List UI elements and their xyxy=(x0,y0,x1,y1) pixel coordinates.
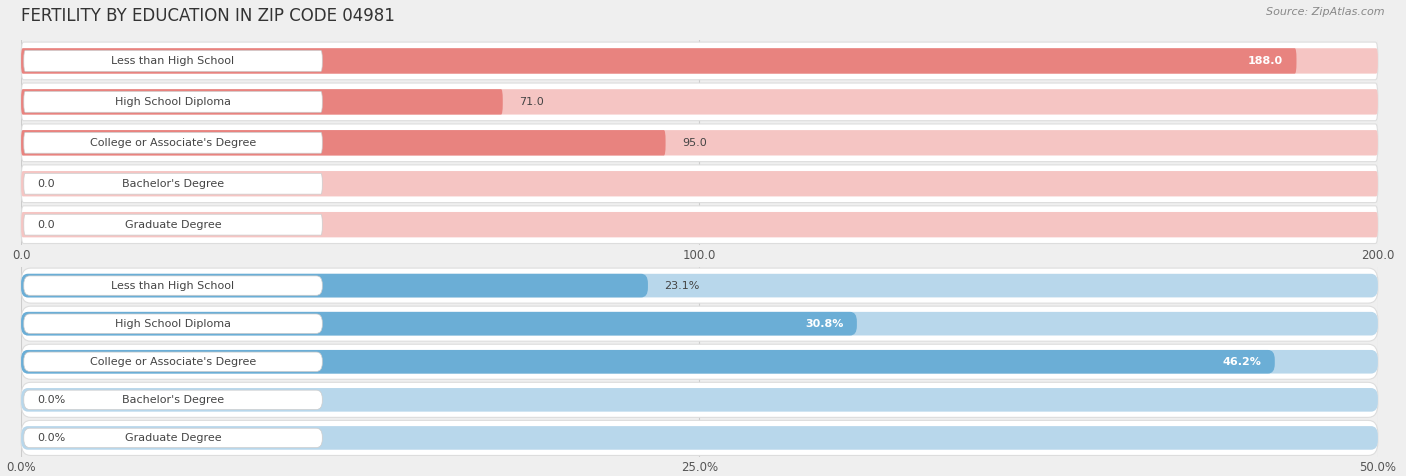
FancyBboxPatch shape xyxy=(21,274,648,298)
FancyBboxPatch shape xyxy=(24,276,322,295)
FancyBboxPatch shape xyxy=(21,130,1378,156)
FancyBboxPatch shape xyxy=(21,83,1378,121)
FancyBboxPatch shape xyxy=(21,89,1378,115)
Text: 46.2%: 46.2% xyxy=(1222,357,1261,367)
FancyBboxPatch shape xyxy=(21,312,1378,336)
Text: 71.0: 71.0 xyxy=(519,97,544,107)
Text: Graduate Degree: Graduate Degree xyxy=(125,219,221,230)
Text: High School Diploma: High School Diploma xyxy=(115,97,231,107)
Text: College or Associate's Degree: College or Associate's Degree xyxy=(90,138,256,148)
FancyBboxPatch shape xyxy=(21,344,1378,379)
Text: FERTILITY BY EDUCATION IN ZIP CODE 04981: FERTILITY BY EDUCATION IN ZIP CODE 04981 xyxy=(21,7,395,25)
FancyBboxPatch shape xyxy=(21,165,1378,203)
FancyBboxPatch shape xyxy=(24,50,322,71)
Text: 0.0%: 0.0% xyxy=(38,395,66,405)
Text: Source: ZipAtlas.com: Source: ZipAtlas.com xyxy=(1267,7,1385,17)
Text: High School Diploma: High School Diploma xyxy=(115,318,231,329)
Text: Graduate Degree: Graduate Degree xyxy=(125,433,221,443)
FancyBboxPatch shape xyxy=(21,89,503,115)
Text: 0.0: 0.0 xyxy=(38,219,55,230)
FancyBboxPatch shape xyxy=(21,382,1378,417)
Text: 30.8%: 30.8% xyxy=(804,318,844,329)
FancyBboxPatch shape xyxy=(21,48,1296,74)
FancyBboxPatch shape xyxy=(21,312,856,336)
FancyBboxPatch shape xyxy=(24,314,322,333)
Text: 188.0: 188.0 xyxy=(1247,56,1282,66)
FancyBboxPatch shape xyxy=(24,132,322,153)
FancyBboxPatch shape xyxy=(21,171,1378,197)
Text: Less than High School: Less than High School xyxy=(111,56,235,66)
Text: 95.0: 95.0 xyxy=(682,138,707,148)
FancyBboxPatch shape xyxy=(24,91,322,112)
Text: Bachelor's Degree: Bachelor's Degree xyxy=(122,395,224,405)
FancyBboxPatch shape xyxy=(21,426,1378,450)
FancyBboxPatch shape xyxy=(21,42,1378,80)
FancyBboxPatch shape xyxy=(21,212,1378,238)
FancyBboxPatch shape xyxy=(21,350,1378,374)
FancyBboxPatch shape xyxy=(24,352,322,371)
FancyBboxPatch shape xyxy=(21,206,1378,244)
Text: Less than High School: Less than High School xyxy=(111,280,235,291)
FancyBboxPatch shape xyxy=(21,268,1378,303)
FancyBboxPatch shape xyxy=(24,428,322,447)
Text: 23.1%: 23.1% xyxy=(664,280,700,291)
FancyBboxPatch shape xyxy=(21,124,1378,162)
FancyBboxPatch shape xyxy=(24,173,322,194)
FancyBboxPatch shape xyxy=(21,388,1378,412)
FancyBboxPatch shape xyxy=(21,48,1378,74)
FancyBboxPatch shape xyxy=(21,350,1275,374)
FancyBboxPatch shape xyxy=(21,130,665,156)
Text: 0.0: 0.0 xyxy=(38,178,55,189)
Text: 0.0%: 0.0% xyxy=(38,433,66,443)
FancyBboxPatch shape xyxy=(21,274,1378,298)
FancyBboxPatch shape xyxy=(21,420,1378,456)
FancyBboxPatch shape xyxy=(24,390,322,409)
FancyBboxPatch shape xyxy=(21,306,1378,341)
FancyBboxPatch shape xyxy=(24,214,322,235)
Text: Bachelor's Degree: Bachelor's Degree xyxy=(122,178,224,189)
Text: College or Associate's Degree: College or Associate's Degree xyxy=(90,357,256,367)
